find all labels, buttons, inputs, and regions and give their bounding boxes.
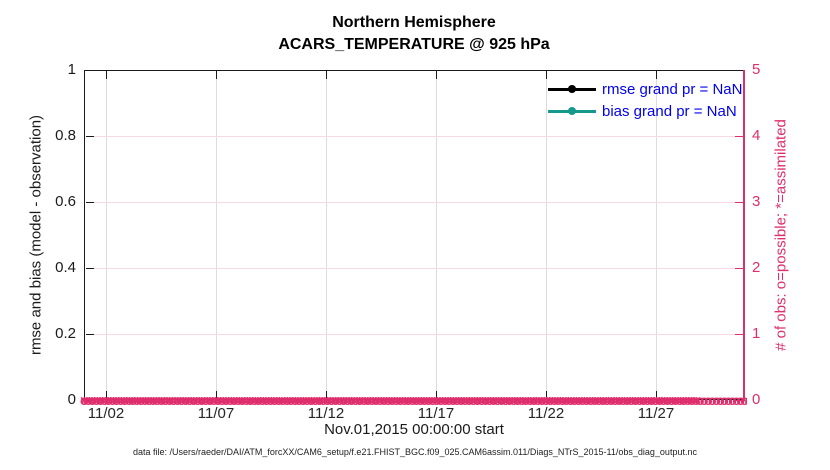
- chart-subtitle: ACARS_TEMPERATURE @ 925 hPa: [278, 36, 550, 53]
- tick-or-grid: [86, 268, 94, 270]
- tick-or-grid: [656, 391, 658, 399]
- tick-or-grid: [326, 71, 327, 399]
- legend-row-rmse: rmse grand pr = NaN: [548, 80, 742, 98]
- tick-or-grid: [86, 268, 743, 269]
- xtick-11-22: 11/22: [527, 405, 565, 422]
- rmse-line-sample: [548, 80, 596, 98]
- rmse-marker-icon: [568, 85, 576, 93]
- left-ytick-0.2: 0.2: [55, 325, 76, 342]
- plot-area: [84, 70, 744, 400]
- chart-title: Northern Hemisphere: [332, 14, 496, 31]
- tick-or-grid: [735, 334, 743, 336]
- xtick-11-02: 11/02: [87, 405, 125, 422]
- xtick-11-12: 11/12: [307, 405, 345, 422]
- chart-title-block: Northern Hemisphere ACARS_TEMPERATURE @ …: [84, 12, 744, 56]
- left-y-axis-label: rmse and bias (model - observation): [27, 114, 45, 356]
- tick-or-grid: [735, 136, 743, 138]
- x-axis-label: Nov.01,2015 00:00:00 start: [324, 421, 504, 438]
- tick-or-grid: [86, 202, 743, 203]
- tick-or-grid: [546, 71, 548, 79]
- xtick-11-27: 11/27: [637, 405, 675, 422]
- tick-or-grid: [326, 71, 328, 79]
- tick-or-grid: [656, 71, 657, 399]
- tick-or-grid: [86, 136, 94, 138]
- tick-or-grid: [106, 71, 107, 399]
- right-ytick-5: 5: [752, 61, 761, 78]
- tick-or-grid: [735, 268, 743, 270]
- left-ytick-1: 1: [67, 61, 76, 78]
- tick-or-grid: [546, 71, 547, 399]
- left-ytick-0.4: 0.4: [55, 259, 76, 276]
- tick-or-grid: [735, 202, 743, 204]
- right-ytick-0: 0: [752, 391, 761, 408]
- left-ytick-0.8: 0.8: [55, 127, 76, 144]
- legend-label-rmse: rmse grand pr = NaN: [602, 80, 743, 98]
- tick-or-grid: [436, 71, 437, 399]
- tick-or-grid: [216, 71, 217, 399]
- bias-marker-icon: [568, 107, 576, 115]
- right-axis-line: [743, 70, 745, 401]
- tick-or-grid: [546, 391, 548, 399]
- right-ytick-2: 2: [752, 259, 761, 276]
- right-ytick-3: 3: [752, 193, 761, 210]
- obs-count-marker-band: oooooooooooooooooooooooooooooooooooooooo…: [80, 392, 747, 408]
- tick-or-grid: [735, 400, 743, 402]
- tick-or-grid: [326, 391, 328, 399]
- left-ytick-0: 0: [67, 391, 76, 408]
- legend-row-bias: bias grand pr = NaN: [548, 102, 742, 120]
- tick-or-grid: [436, 391, 438, 399]
- xtick-11-07: 11/07: [197, 405, 235, 422]
- tick-or-grid: [86, 136, 743, 137]
- xtick-11-17: 11/17: [417, 405, 455, 422]
- legend-label-bias: bias grand pr = NaN: [602, 102, 737, 120]
- data-file-path: data file: /Users/raeder/DAI/ATM_forcXX/…: [133, 447, 697, 457]
- left-ytick-0.6: 0.6: [55, 193, 76, 210]
- obs-assimilated-markers: ××××××××××××××××××××××××××××××××××××××××…: [80, 392, 701, 408]
- right-ytick-1: 1: [752, 325, 761, 342]
- tick-or-grid: [436, 71, 438, 79]
- right-ytick-4: 4: [752, 127, 761, 144]
- tick-or-grid: [86, 202, 94, 204]
- tick-or-grid: [106, 71, 108, 79]
- legend: rmse grand pr = NaN bias grand pr = NaN: [548, 80, 742, 120]
- tick-or-grid: [216, 391, 218, 399]
- right-y-axis-label: # of obs: o=possible; *=assimilated: [772, 119, 790, 351]
- bias-line-sample: [548, 102, 596, 120]
- tick-or-grid: [86, 400, 94, 402]
- tick-or-grid: [106, 391, 108, 399]
- obs-possible-markers: oooooooooooooooooooooooooooooooooooooooo…: [80, 392, 747, 408]
- tick-or-grid: [216, 71, 218, 79]
- tick-or-grid: [656, 71, 658, 79]
- tick-or-grid: [86, 334, 743, 335]
- tick-or-grid: [86, 334, 94, 336]
